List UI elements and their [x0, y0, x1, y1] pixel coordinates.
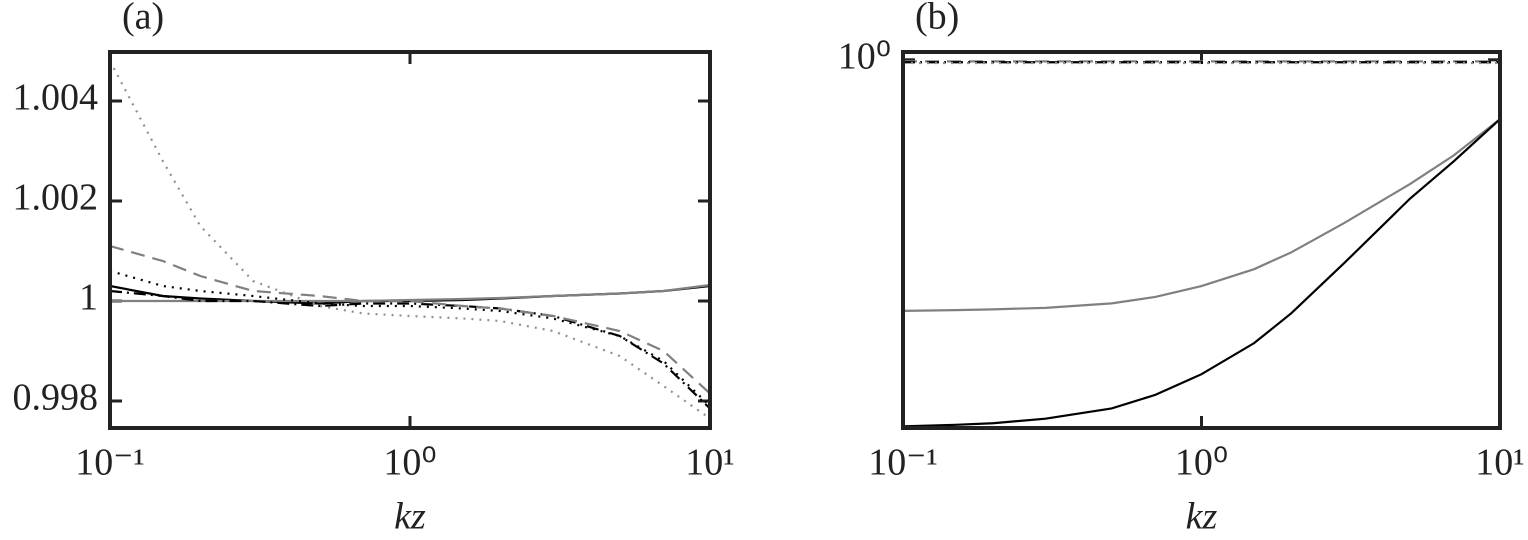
panel-title: (b) — [915, 0, 959, 38]
x-tick-label: 10¹ — [1475, 442, 1524, 484]
panel: (b) kz 10⁻¹ 10⁰ 10¹ 10⁰ — [838, 0, 1525, 538]
x-tick-label: 10⁰ — [383, 442, 436, 484]
plot-frame — [901, 50, 1502, 430]
x-tick-label: 10⁻¹ — [868, 442, 937, 484]
line — [110, 60, 710, 420]
x-tick-label: 10¹ — [685, 442, 734, 484]
plot-frame — [108, 50, 712, 430]
y-tick-label: 10⁰ — [838, 36, 891, 78]
line — [110, 244, 710, 395]
x-axis-label: kz — [1186, 496, 1218, 538]
line — [110, 289, 710, 410]
y-tick-label: 1 — [79, 277, 98, 319]
y-tick-label: 0.998 — [13, 377, 99, 419]
x-tick-label: 10⁻¹ — [75, 442, 144, 484]
y-tick-label: 1.002 — [13, 177, 99, 219]
line — [903, 118, 1500, 312]
panel: (a) kz 10⁻¹ 10⁰ 10¹ 0.998 1 1.002 1.004 — [13, 0, 735, 538]
line — [903, 118, 1500, 428]
y-tick-label: 1.004 — [13, 77, 99, 119]
panel-title: (a) — [122, 0, 164, 38]
line — [110, 269, 710, 407]
x-axis-label: kz — [394, 496, 426, 538]
x-tick-label: 10⁰ — [1175, 442, 1228, 484]
